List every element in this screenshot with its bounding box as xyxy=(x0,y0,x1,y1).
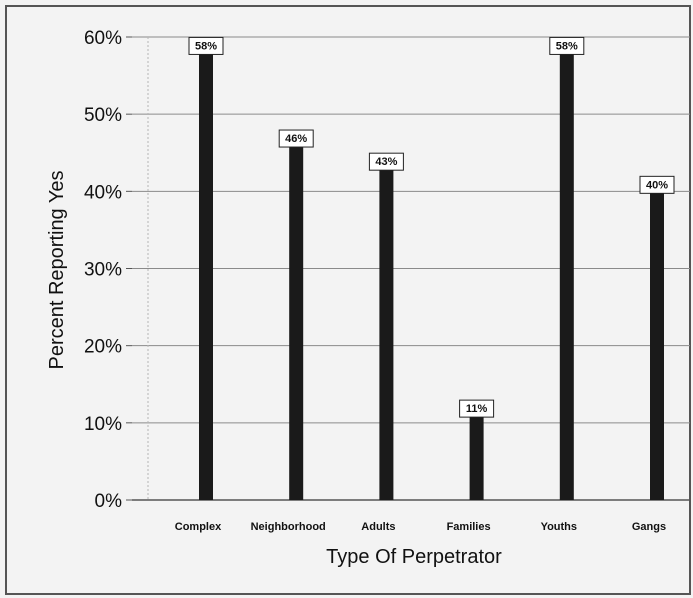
data-label: 40% xyxy=(646,179,668,191)
data-label-box xyxy=(639,175,675,194)
data-labels: 58% 46% 43% 11% 58% 40% xyxy=(188,36,675,418)
bar xyxy=(289,145,304,501)
x-tick-label: Adults xyxy=(361,521,395,533)
y-tick-label: 30% xyxy=(84,260,122,281)
outer-frame xyxy=(5,5,691,595)
y-tick-label: 60% xyxy=(84,28,122,49)
x-tick-label: Gangs xyxy=(632,521,666,533)
x-tick-label: Youths xyxy=(541,521,577,533)
y-tick-label: 40% xyxy=(84,182,122,203)
y-tick-label: 10% xyxy=(84,414,122,435)
bar xyxy=(559,52,574,500)
x-tick-labels: Complex Neighborhood Adults Families Youths G… xyxy=(175,521,666,533)
x-tick-label: Complex xyxy=(175,521,222,533)
data-label-box xyxy=(368,152,404,171)
x-axis-title: Type Of Perpetrator xyxy=(326,546,502,568)
axes xyxy=(126,36,690,501)
data-label-box xyxy=(459,399,495,418)
data-label: 58% xyxy=(195,40,217,52)
gridlines xyxy=(132,36,690,424)
y-tick-label: 50% xyxy=(84,105,122,126)
data-label: 46% xyxy=(285,133,307,145)
data-label-box xyxy=(278,129,314,148)
data-label: 43% xyxy=(375,156,397,168)
y-axis-title: Percent Reporting Yes xyxy=(46,170,68,369)
x-tick-label: Neighborhood xyxy=(251,521,326,533)
bar xyxy=(379,168,394,500)
y-tick-labels: 0% 10% 20% 30% 40% 50% 60% xyxy=(84,28,122,512)
bars xyxy=(199,52,664,501)
data-label-box xyxy=(188,36,224,55)
data-label: 11% xyxy=(466,403,488,415)
bar xyxy=(199,52,213,500)
bar xyxy=(650,191,664,501)
y-tick-label: 0% xyxy=(95,491,123,512)
data-label: 58% xyxy=(556,40,578,52)
x-tick-label: Families xyxy=(447,521,491,533)
data-label-box xyxy=(549,36,585,55)
y-tick-label: 20% xyxy=(84,337,122,358)
bar xyxy=(469,415,484,500)
